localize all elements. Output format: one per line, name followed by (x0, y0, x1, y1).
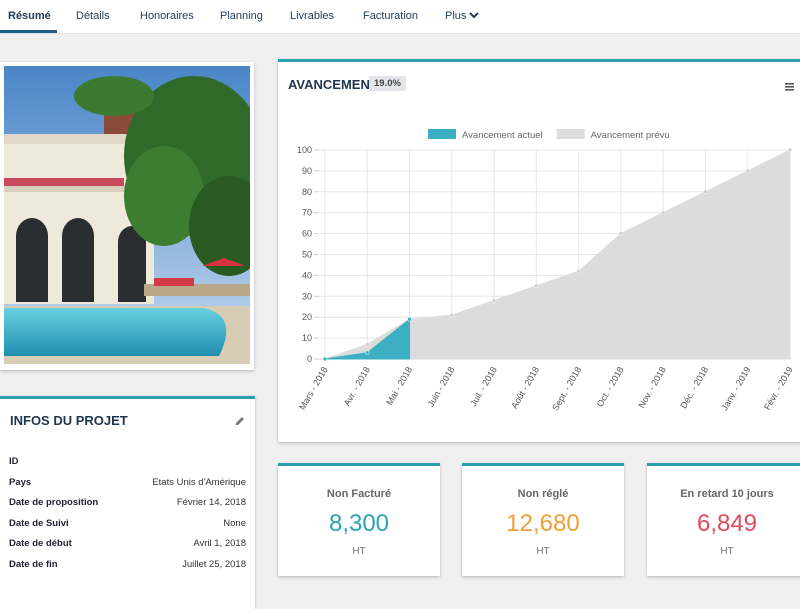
legend-swatch (428, 129, 456, 139)
menu-icon[interactable] (785, 82, 795, 92)
point (491, 298, 497, 303)
progress-chart: Avancement actuel Avancement prévu 0 10 20 30… (297, 129, 795, 412)
x-tick-label: Avr. - 2018 (342, 365, 372, 408)
point (660, 210, 666, 215)
legend-swatch (556, 129, 585, 139)
point (449, 312, 455, 318)
info-value: Février 14, 2018 (176, 497, 246, 508)
x-tick-label: Juil. - 2018 (468, 365, 499, 408)
tab[interactable]: Détails (76, 10, 110, 22)
point (703, 189, 708, 195)
kpi-title: Non réglé (517, 488, 569, 500)
area (324, 149, 791, 360)
tab[interactable]: Résumé (8, 10, 51, 22)
legend-label: Avancement actuel (462, 130, 543, 141)
y-tick-label: 90 (302, 166, 312, 176)
info-value: Avril 1, 2018 (193, 538, 246, 549)
x-tick-label: Oct. - 2018 (595, 365, 626, 409)
active-tab-underline (0, 30, 57, 33)
y-tick-label: 30 (302, 291, 312, 301)
info-value: Juillet 25, 2018 (182, 558, 246, 570)
point (407, 317, 412, 322)
y-tick-label: 60 (302, 229, 312, 239)
progress-title: AVANCEMENT (288, 77, 378, 92)
info-label: Pays (9, 476, 32, 488)
tab[interactable]: Plus (445, 10, 480, 22)
kpi-unit: HT (720, 546, 734, 557)
y-tick-label: 100 (297, 145, 312, 155)
kpi-title: En retard 10 jours (680, 488, 774, 500)
point (322, 356, 328, 362)
point (365, 342, 370, 347)
x-tick-label: Mars - 2018 (297, 365, 330, 412)
x-tick-label: Juin - 2018 (426, 365, 457, 409)
kpi-value: 6,849 (696, 510, 758, 537)
x-tick-label: Janv. - 2019 (719, 365, 752, 412)
y-tick-label: 70 (302, 208, 312, 218)
info-label: ID (9, 456, 19, 467)
kpi-card: Non réglé 12,680 HT (462, 463, 624, 576)
kpi-unit: HT (536, 546, 550, 557)
x-tick-label: Sept. - 2018 (550, 365, 583, 412)
y-tick-label: 80 (302, 187, 312, 197)
point (534, 283, 539, 289)
project-image-card (0, 62, 254, 370)
info-label: Date de proposition (9, 497, 99, 508)
x-tick-label: Févr. - 2019 (762, 365, 795, 412)
y-tick-label: 40 (302, 270, 312, 280)
project-info-card: INFOS DU PROJET ID Pays Etats Unis d'Améri… (0, 396, 255, 609)
point (576, 268, 581, 274)
kpi-title: Non Facturé (326, 488, 392, 500)
x-tick-label: Août - 2018 (509, 365, 541, 410)
point (745, 168, 750, 174)
chevron-icon (469, 12, 480, 19)
y-tick-label: 20 (302, 312, 312, 322)
edit-icon[interactable] (234, 415, 246, 427)
tab-bar: Résumé Détails Honoraires Planning Livrables… (0, 0, 800, 34)
kpi-card: Non Facturé 8,300 HT (278, 463, 440, 576)
point (618, 231, 624, 236)
project-image (4, 66, 250, 364)
project-info-title: INFOS DU PROJET (10, 413, 128, 428)
y-tick-label: 0 (307, 354, 312, 364)
progress-badge: 19.0% (369, 76, 406, 91)
x-tick-label: Mai - 2018 (384, 365, 414, 407)
info-label: Date de fin (9, 558, 58, 570)
tab[interactable]: Honoraires (140, 10, 194, 22)
info-label: Date de Suivi (9, 517, 69, 529)
tab[interactable]: Facturation (363, 10, 419, 22)
point (365, 350, 370, 355)
kpi-unit: HT (352, 546, 366, 557)
point (787, 147, 793, 153)
tab[interactable]: Planning (220, 10, 263, 22)
kpi-value: 12,680 (506, 510, 580, 537)
tab[interactable]: Livrables (290, 10, 335, 22)
kpi-card: En retard 10 jours 6,849 HT (647, 463, 800, 576)
x-tick-label: Nov. - 2018 (636, 365, 668, 410)
info-label: Date de début (9, 538, 72, 549)
kpi-value: 8,300 (328, 510, 390, 537)
y-tick-label: 10 (302, 333, 312, 343)
y-tick-label: 50 (302, 250, 312, 260)
progress-card: AVANCEMENT 19.0% Avancement actuel Avance… (278, 59, 800, 442)
x-tick-label: Déc. - 2018 (678, 365, 710, 410)
info-value: Etats Unis d'Amérique (152, 476, 246, 488)
legend-label: Avancement prévu (591, 130, 670, 141)
info-value: None (223, 517, 246, 529)
